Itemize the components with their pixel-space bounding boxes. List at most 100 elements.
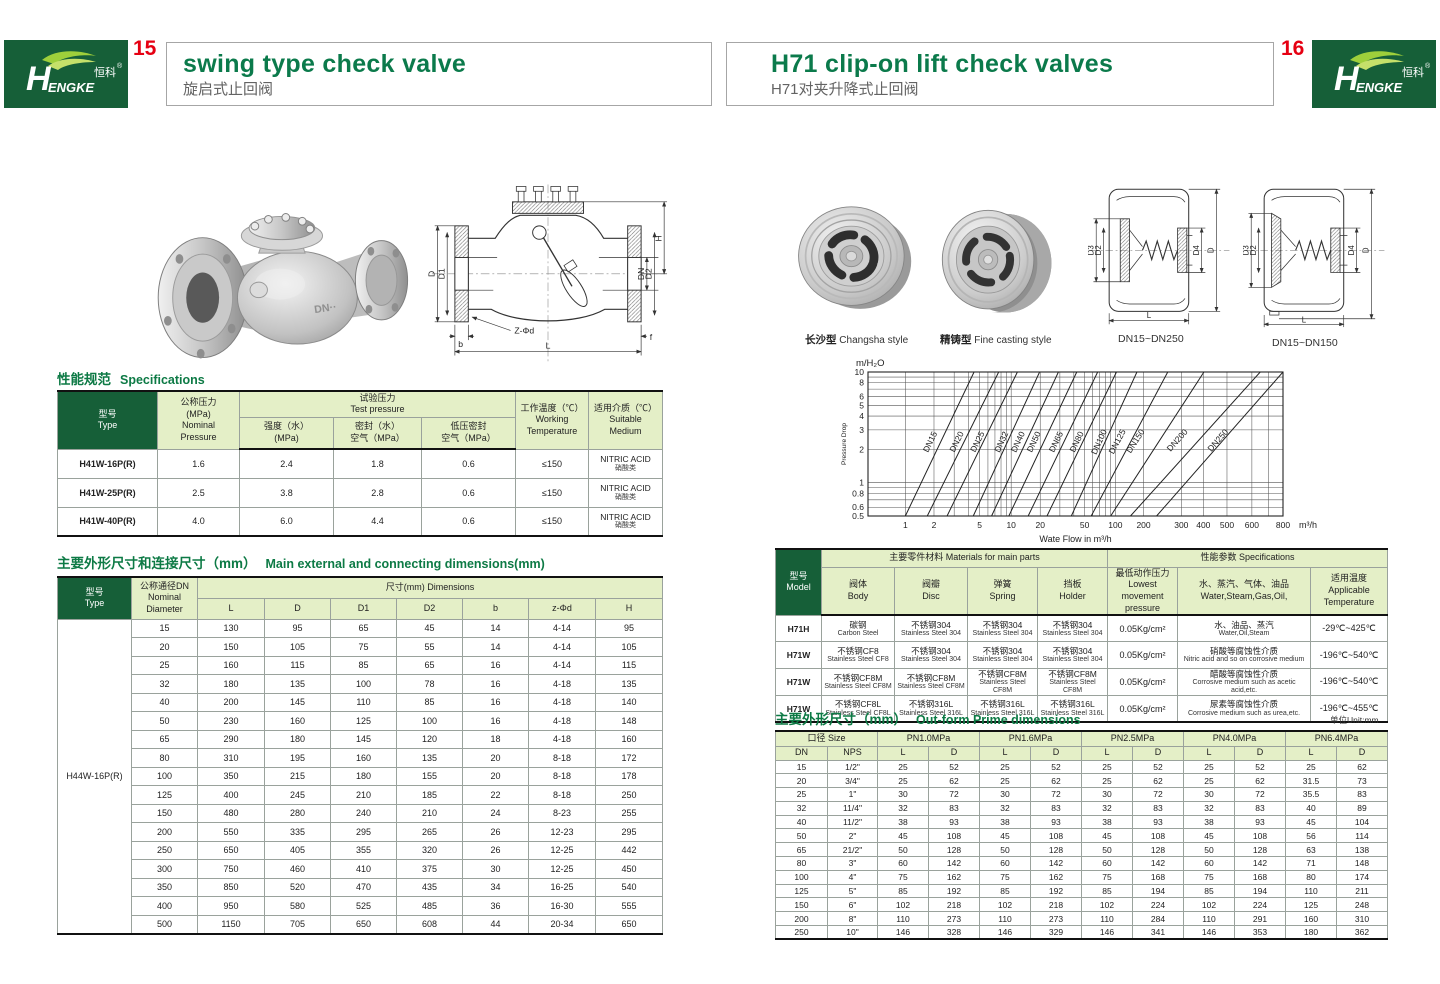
table-cell: 14 xyxy=(462,618,529,638)
x-tick-label: 1 xyxy=(903,520,908,530)
table-row: 50 2" 45 108 45 108 45 108 45 108 56 114 xyxy=(775,828,1389,844)
table-cell: 215 xyxy=(264,766,331,786)
table-cell: 62 xyxy=(1336,759,1389,775)
table-cell-line: 不锈钢304 xyxy=(982,619,1023,630)
table-cell: 4" xyxy=(826,869,879,885)
table-cell: 65 xyxy=(775,842,828,858)
logo-letter-h: H xyxy=(26,60,52,98)
table-cell: 500 xyxy=(131,914,198,934)
table-cell-line: Corrosive medium such as acetic acid,etc… xyxy=(1192,678,1296,694)
table-cell: 5" xyxy=(826,883,879,899)
table-cell: 160 xyxy=(197,655,265,675)
table-cell: NITRIC ACID 硝酸类 xyxy=(588,477,664,508)
table-cell-line: 硝酸等腐蚀性介质 xyxy=(1210,645,1279,656)
outform-dimensions-table: 口径 Size PN1.0MPa PN1.6MPa PN2.5MPa PN4.0… xyxy=(774,730,1389,941)
table-cell: 410 xyxy=(330,859,397,879)
y-tick-label: 0.8 xyxy=(852,488,864,498)
series-label-DN65: DN65 xyxy=(1047,430,1066,454)
table-cell-line: 不锈钢316L xyxy=(908,699,954,710)
table-cell: 31.5 xyxy=(1285,773,1338,789)
series-line-DN32 xyxy=(972,372,1041,516)
dim-label-L: L xyxy=(1147,311,1152,320)
table-cell: 265 xyxy=(396,822,463,842)
x-tick-label: 200 xyxy=(1136,520,1150,530)
table-cell: 30 xyxy=(877,787,930,802)
table-cell: 20 xyxy=(462,748,529,768)
table-cell: 0.05Kg/cm² xyxy=(1107,695,1179,723)
dim-label-H: H xyxy=(653,235,663,241)
table-cell: 8-23 xyxy=(528,803,596,823)
dim-label-D2: D2 xyxy=(1094,245,1103,255)
table-cell: 4-18 xyxy=(528,692,596,712)
table-cell: 100 xyxy=(330,674,397,694)
table-cell: 115 xyxy=(264,655,331,675)
table-cell: 38 xyxy=(1183,814,1236,830)
table-cell: 30 xyxy=(462,859,529,879)
photo-caption-changsha: 长沙型 Changsha style xyxy=(805,334,909,346)
table-cell: 不锈钢304 Stainless Steel 304 xyxy=(894,614,968,643)
table-cell-line: 碳钢 xyxy=(849,619,867,630)
main-dimensions-table: 型号 Type 公称通径DN Nominal Diameter 尺寸(mm) D… xyxy=(57,576,663,935)
table-cell: 650 xyxy=(330,914,397,934)
col-header-dn: DN xyxy=(775,745,828,761)
y-tick-label: 3 xyxy=(859,425,864,435)
series-line-DN15 xyxy=(904,372,975,516)
table-cell: 不锈钢CF8M Stainless Steel CF8M xyxy=(821,667,895,697)
table-cell: 130 xyxy=(197,618,265,638)
table-cell: 40 xyxy=(131,692,198,712)
table-cell: 不锈钢304 Stainless Steel 304 xyxy=(1036,641,1109,669)
table-cell: 16-25 xyxy=(528,877,596,897)
table-cell: 尿素等腐蚀性介质 Corrosive medium such as urea,et… xyxy=(1177,695,1312,723)
table-cell: 146 xyxy=(979,925,1032,940)
table-cell: 125 xyxy=(131,785,198,805)
table-cell: 40 xyxy=(1285,800,1338,816)
x-unit-label: m³/h xyxy=(1299,520,1317,530)
x-tick-label: 400 xyxy=(1196,520,1210,530)
col-header-D: D xyxy=(1030,745,1083,761)
table-cell-line: Stainless Steel 304 xyxy=(1042,629,1103,637)
table-cell: 105 xyxy=(264,637,331,657)
table-cell: 45 xyxy=(979,828,1032,844)
page-title-right: H71 clip-on lift check valves xyxy=(771,50,1114,78)
logo-chinese-name: 恒科 xyxy=(1402,65,1424,79)
y-tick-label: 4 xyxy=(859,411,864,421)
table-cell: 485 xyxy=(396,896,463,916)
series-line-DN50 xyxy=(1008,372,1078,516)
table-cell: 95 xyxy=(595,618,663,638)
table-cell: 21/2" xyxy=(826,842,879,858)
col-header-L: L xyxy=(1081,745,1134,761)
table-row: 250 10" 146 328 146 329 146 341 146 353 180 362 xyxy=(775,925,1389,940)
table-cell: 16 xyxy=(462,655,529,675)
table-cell: 168 xyxy=(1132,869,1185,885)
table-cell: 114 xyxy=(1336,828,1389,844)
table-cell: 50 xyxy=(979,842,1032,858)
table-cell: 0.6 xyxy=(420,477,517,508)
table-cell: 200 xyxy=(775,911,828,927)
table-cell-line: NITRIC ACID xyxy=(600,454,651,465)
table-cell-line: 不锈钢304 xyxy=(982,645,1023,656)
table-cell: 不锈钢316L Stainless Steel 316L xyxy=(967,695,1038,723)
table-cell: 45 xyxy=(877,828,930,844)
table-cell: 194 xyxy=(1132,883,1185,899)
table-cell: 25 xyxy=(1081,773,1134,789)
table-cell: NITRIC ACID 硝酸类 xyxy=(588,506,664,537)
hengke-logo-right: H ENGKE 恒科 ® xyxy=(1312,40,1436,108)
table-cell: 25 xyxy=(1081,759,1134,775)
title-bar-left: swing type check valve 旋启式止回阀 xyxy=(166,42,712,106)
table-cell: 16 xyxy=(462,674,529,694)
table-cell: 300 xyxy=(131,859,198,879)
table-cell: 110 xyxy=(1081,911,1134,927)
table-cell: 水、油品、蒸汽 Water,Oil,Steam xyxy=(1177,614,1312,643)
table-cell: 72 xyxy=(1030,787,1083,802)
table-cell: 78 xyxy=(396,674,463,694)
table-cell: 34 xyxy=(462,877,529,897)
table-cell: 4-14 xyxy=(528,618,596,638)
table-cell: 162 xyxy=(928,869,981,885)
table-cell: 102 xyxy=(979,897,1032,913)
table-cell: 450 xyxy=(595,859,663,879)
dims-section-title: 主要外形尺寸和连接尺寸（mm） Main external and connec… xyxy=(57,556,545,571)
table-cell: 290 xyxy=(197,729,265,749)
y-tick-label: 0.5 xyxy=(852,511,864,521)
table-cell-line: NITRIC ACID xyxy=(600,483,651,494)
table-cell: 540 xyxy=(595,877,663,897)
